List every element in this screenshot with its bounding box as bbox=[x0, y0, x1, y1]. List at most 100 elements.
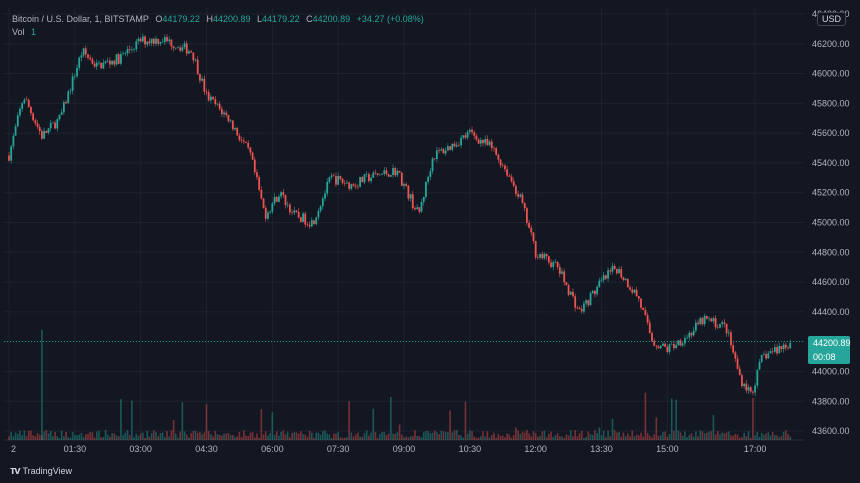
candle-body bbox=[170, 39, 173, 47]
candle-body bbox=[629, 287, 631, 290]
candle-body bbox=[453, 143, 456, 147]
volume-bar bbox=[89, 431, 91, 440]
time-tick-label: 12:00 bbox=[524, 444, 547, 454]
volume-bar bbox=[433, 430, 436, 440]
candle bbox=[446, 143, 449, 151]
candle-body bbox=[714, 318, 717, 328]
volume-bar bbox=[335, 433, 337, 440]
candle bbox=[332, 173, 335, 177]
candle-body bbox=[743, 383, 746, 387]
volume-bar bbox=[379, 434, 381, 440]
candle bbox=[442, 147, 445, 154]
candle bbox=[82, 47, 85, 58]
candle-body bbox=[144, 36, 146, 45]
volume-bar bbox=[190, 432, 192, 440]
candle-body bbox=[326, 181, 329, 194]
candle-body bbox=[302, 213, 304, 222]
candle-body bbox=[238, 135, 241, 140]
volume-bar bbox=[102, 436, 105, 440]
volume-bar bbox=[572, 436, 574, 440]
candle bbox=[515, 184, 517, 197]
volume-bar bbox=[648, 435, 651, 440]
volume-bar bbox=[243, 430, 245, 440]
volume-label[interactable]: Vol bbox=[12, 27, 25, 37]
candle-body bbox=[135, 41, 138, 50]
candle-body bbox=[512, 181, 515, 186]
volume-bar bbox=[245, 435, 247, 440]
candle bbox=[25, 96, 28, 101]
candle bbox=[679, 338, 682, 347]
candle-body bbox=[12, 135, 15, 147]
candle-body bbox=[172, 46, 175, 49]
candle bbox=[444, 147, 447, 156]
candle bbox=[389, 174, 392, 177]
candle-body bbox=[192, 52, 195, 61]
currency-button[interactable]: USD bbox=[816, 12, 846, 26]
candle bbox=[306, 222, 309, 227]
volume-bar bbox=[469, 430, 471, 440]
volume-bar bbox=[497, 433, 500, 440]
volume-bar bbox=[664, 431, 666, 440]
volume-bar bbox=[275, 431, 278, 440]
candle bbox=[449, 146, 451, 151]
volume-bar bbox=[324, 430, 326, 440]
volume-bar bbox=[403, 437, 405, 440]
last-price-tag: 44200.89 00:08 bbox=[808, 335, 851, 364]
volume-bar bbox=[63, 435, 65, 440]
candle-body bbox=[690, 332, 693, 336]
candle bbox=[499, 158, 502, 169]
candle bbox=[385, 166, 388, 176]
candle-body bbox=[256, 172, 258, 178]
candle bbox=[550, 259, 552, 269]
volume-bar bbox=[302, 434, 304, 440]
candle bbox=[273, 193, 276, 206]
volume-bar bbox=[455, 430, 458, 440]
volume-bar bbox=[387, 433, 390, 440]
candle-body bbox=[387, 174, 390, 177]
candle bbox=[264, 205, 267, 222]
candle bbox=[284, 194, 287, 209]
candle-body bbox=[732, 345, 735, 353]
candle-body bbox=[348, 182, 351, 189]
candle bbox=[694, 319, 697, 333]
candle-body bbox=[271, 203, 274, 212]
candle-body bbox=[304, 213, 307, 225]
volume-bar bbox=[627, 433, 629, 440]
candle bbox=[471, 126, 473, 135]
volume-bar bbox=[166, 431, 168, 440]
volume-bar bbox=[488, 437, 491, 440]
candle-body bbox=[280, 192, 283, 197]
volume-bar bbox=[673, 430, 675, 440]
candle-body bbox=[640, 298, 642, 308]
tradingview-logo[interactable]: ᴛᴠ TradingView bbox=[10, 465, 72, 477]
volume-bar bbox=[767, 432, 770, 440]
candle bbox=[135, 38, 138, 52]
candle-body bbox=[431, 158, 434, 172]
candle bbox=[429, 168, 432, 180]
volume-bar bbox=[501, 435, 504, 440]
candle bbox=[411, 190, 414, 211]
candle-body bbox=[161, 41, 164, 43]
candle bbox=[773, 343, 776, 354]
candle bbox=[648, 319, 651, 334]
volume-bar bbox=[594, 430, 596, 440]
candle-body bbox=[8, 155, 10, 161]
candle bbox=[69, 88, 72, 95]
candle bbox=[234, 126, 236, 131]
candle bbox=[144, 35, 146, 48]
volume-bar bbox=[743, 433, 745, 440]
volume-bar bbox=[126, 430, 129, 440]
candle-body bbox=[36, 123, 39, 127]
candle-body bbox=[78, 57, 81, 68]
symbol-name[interactable]: Bitcoin / U.S. Dollar, 1, BITSTAMP bbox=[12, 14, 149, 24]
candle-body bbox=[278, 196, 280, 202]
volume-bar bbox=[749, 437, 752, 440]
candle-body bbox=[613, 265, 616, 269]
open-value: 44179.22 bbox=[162, 14, 200, 24]
volume-bar bbox=[719, 434, 721, 440]
candle-body bbox=[541, 253, 544, 259]
candle-body bbox=[703, 316, 706, 325]
candle bbox=[565, 281, 568, 286]
candle-body bbox=[626, 278, 629, 288]
